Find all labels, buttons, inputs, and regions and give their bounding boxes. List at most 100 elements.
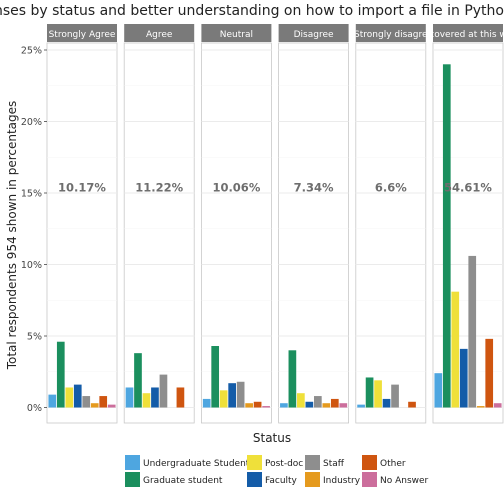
legend-item: Post-doc xyxy=(247,455,303,470)
legend-item: Other xyxy=(362,455,406,470)
bar xyxy=(339,403,348,408)
facet-strip-label: Disagree xyxy=(294,30,334,40)
y-tick-label: 15% xyxy=(21,189,42,200)
legend-item: Undergraduate Student xyxy=(125,455,250,470)
facet-panel: Agree 11.22% xyxy=(123,24,195,424)
bar xyxy=(374,380,382,408)
bar xyxy=(288,350,297,408)
bar xyxy=(48,394,57,408)
bar xyxy=(202,398,211,408)
bar xyxy=(56,341,65,408)
legend-item: Industry xyxy=(305,472,361,487)
bar xyxy=(357,404,365,408)
panel-total-label: 10.06% xyxy=(212,180,260,194)
bar xyxy=(314,396,322,408)
facet-strip xyxy=(124,24,195,42)
bar xyxy=(305,401,314,408)
legend-key xyxy=(247,455,262,470)
legend-label: Staff xyxy=(323,459,345,469)
bar xyxy=(245,403,253,408)
legend-label: Post-doc xyxy=(265,459,303,469)
facet-panel: Disagree 7.34% xyxy=(278,24,350,424)
legend-key xyxy=(125,472,140,487)
facet-strip-label: Neutral xyxy=(220,30,253,40)
legend-key xyxy=(305,472,320,487)
bar xyxy=(236,381,245,408)
facet-panel: covered at this w 54.61% xyxy=(429,24,504,424)
bar xyxy=(322,403,331,408)
bar xyxy=(151,387,159,408)
y-tick-label: 5% xyxy=(27,332,42,343)
bar xyxy=(99,396,108,408)
bar xyxy=(159,374,168,408)
panel-total-label: 10.17% xyxy=(58,180,106,194)
facet-strip xyxy=(355,24,426,42)
legend-item: Staff xyxy=(305,455,345,470)
bar xyxy=(176,387,185,408)
legend-label: No Answer xyxy=(380,476,429,486)
bar xyxy=(125,387,134,408)
legend-key xyxy=(125,455,140,470)
chart-title: sponses by status and better understandi… xyxy=(0,3,504,19)
bar xyxy=(476,406,485,408)
legend-key xyxy=(362,455,377,470)
legend-item: Graduate student xyxy=(125,472,223,487)
bar xyxy=(408,401,416,408)
legend-key xyxy=(305,455,320,470)
facet-strip-label: Agree xyxy=(146,30,173,40)
bar xyxy=(442,64,451,408)
panel-total-label: 7.34% xyxy=(294,180,334,194)
facet-strip-label: Strongly Agree xyxy=(49,30,116,40)
facet-strip xyxy=(278,24,349,42)
bar xyxy=(382,398,391,408)
bar xyxy=(297,393,305,408)
bar xyxy=(468,255,477,408)
bar xyxy=(73,384,82,408)
bar xyxy=(219,390,228,408)
bar xyxy=(65,387,74,408)
legend-key xyxy=(247,472,262,487)
bar xyxy=(365,377,374,408)
bar xyxy=(434,373,443,408)
panel-total-label: 54.61% xyxy=(444,180,492,194)
y-tick-label: 20% xyxy=(21,117,42,128)
bar xyxy=(253,401,262,408)
panel-total-label: 11.22% xyxy=(135,180,183,194)
y-axis-label: Total respondents 954 shown in percentag… xyxy=(5,101,19,371)
bar xyxy=(142,393,151,408)
bar xyxy=(459,348,468,408)
bar xyxy=(262,406,270,408)
facet-strip xyxy=(201,24,272,42)
legend-item: No Answer xyxy=(362,472,429,487)
y-tick-label: 10% xyxy=(21,260,42,271)
bar xyxy=(485,338,494,408)
bar xyxy=(82,396,91,408)
facet-strip-label: Strongly disagre xyxy=(354,30,428,40)
facet-panel: Strongly Agree 10.17% xyxy=(46,24,118,424)
legend-item: Faculty xyxy=(247,472,298,487)
bar xyxy=(493,403,502,408)
facet-strip xyxy=(47,24,117,42)
bar xyxy=(280,403,288,408)
facet-panel: Neutral 10.06% xyxy=(200,24,272,424)
legend-label: Faculty xyxy=(265,476,298,486)
panel-background xyxy=(355,42,427,424)
panel-total-label: 6.6% xyxy=(375,180,407,194)
legend-key xyxy=(362,472,377,487)
legend-label: Undergraduate Student xyxy=(143,459,250,469)
bar xyxy=(107,404,116,408)
bar xyxy=(134,353,142,408)
bar xyxy=(391,384,399,408)
legend-label: Graduate student xyxy=(143,476,223,486)
facet-strip xyxy=(433,24,503,42)
bar xyxy=(211,346,220,408)
facet-strip-label: covered at this w xyxy=(429,30,504,40)
bar xyxy=(228,383,236,408)
bar xyxy=(90,403,99,408)
x-axis-label: Status xyxy=(253,431,291,445)
y-tick-label: 25% xyxy=(21,46,42,57)
bar xyxy=(451,291,460,408)
legend-label: Industry xyxy=(323,476,361,486)
bar xyxy=(330,398,339,408)
